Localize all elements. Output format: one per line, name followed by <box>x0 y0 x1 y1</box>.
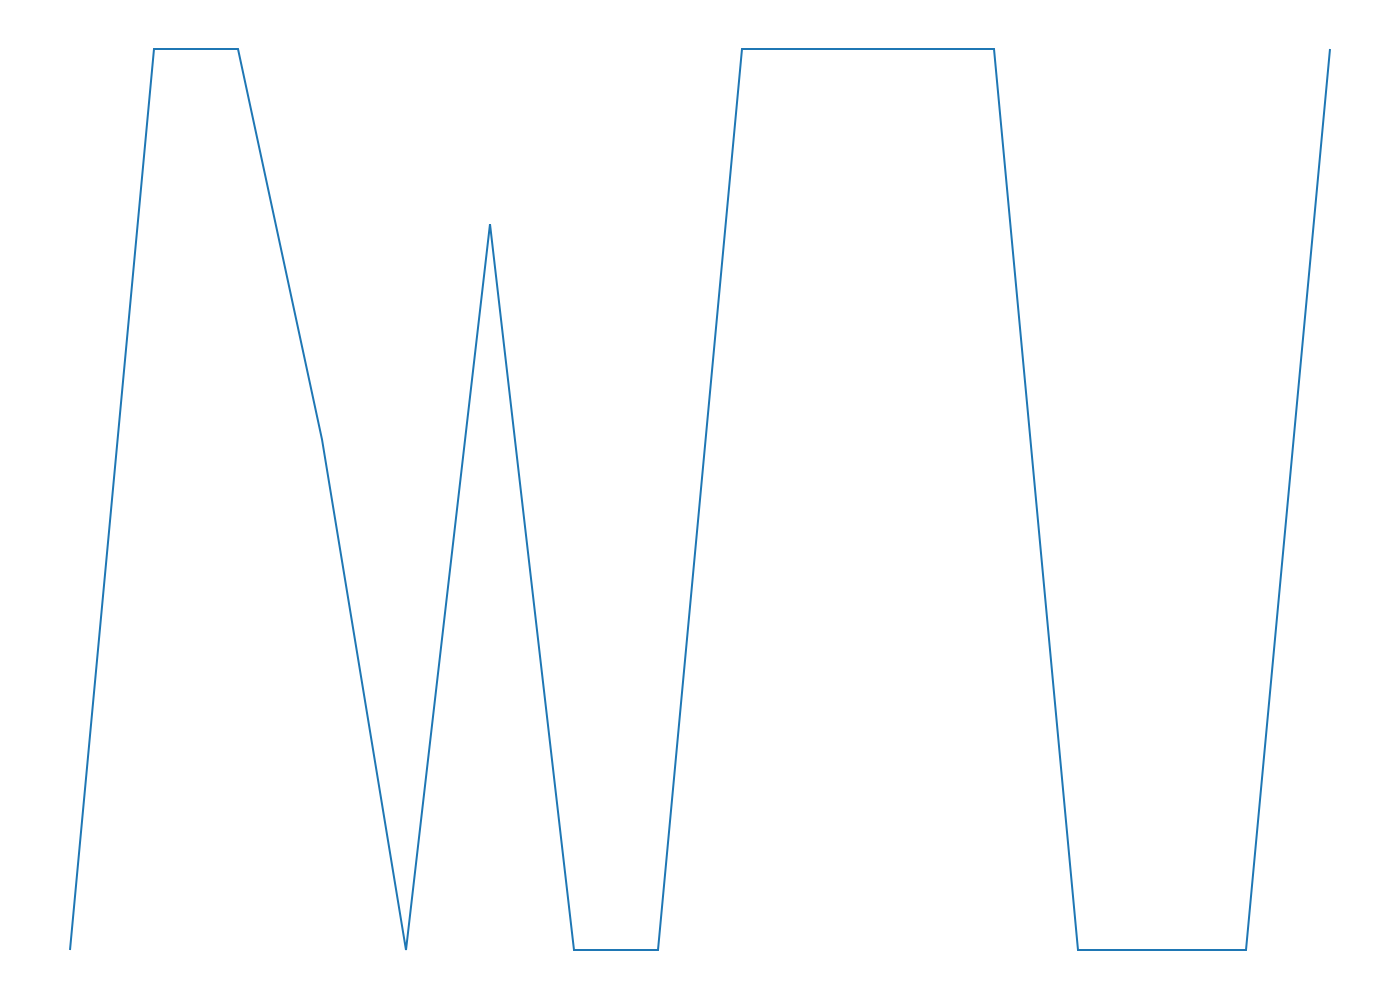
series-line-0 <box>69 48 1331 951</box>
plot-area <box>69 48 1331 951</box>
